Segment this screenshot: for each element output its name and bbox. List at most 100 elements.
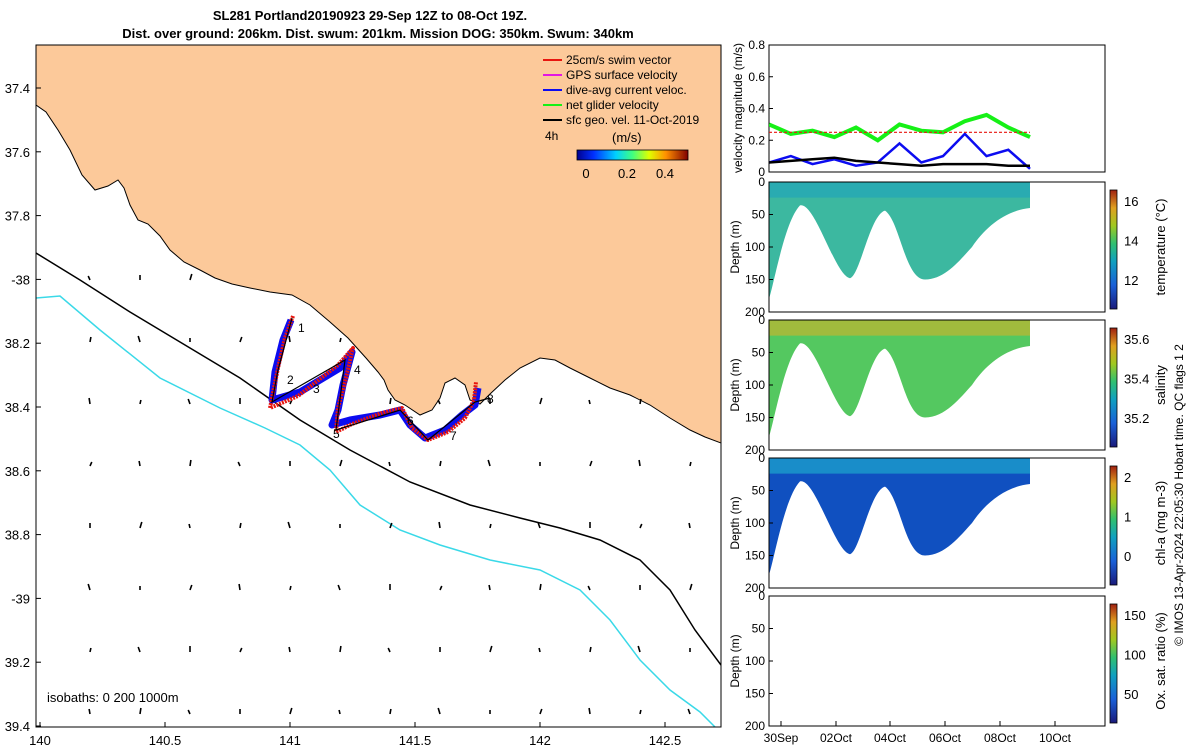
current-arrow [589, 460, 593, 467]
current-arrow [87, 275, 91, 281]
depth-panel-oxygen: 0 50 100 150 200 Depth (m) 50 100 150 Ox. sat. ra… [728, 589, 1168, 733]
current-arrow [339, 459, 343, 467]
colorbar-tick: 0 [1124, 549, 1131, 564]
depth-y-tick-label: 200 [745, 581, 765, 595]
current-arrow [539, 708, 543, 715]
net-velocity-track [271, 317, 491, 441]
current-arrow [189, 584, 193, 591]
map-y-tick-label: -39 [11, 591, 30, 606]
current-arrow [287, 521, 291, 529]
map-x-tick-label: 140 [29, 733, 51, 748]
current-arrow [689, 461, 692, 467]
colorbar-tick: 12 [1124, 273, 1138, 288]
depth-y-tick-label: 0 [758, 451, 765, 465]
current-arrow [439, 460, 442, 467]
map-y-tick-label: 39.4 [5, 719, 30, 734]
current-arrow [189, 459, 192, 467]
isobaths-label: isobaths: 0 200 1000m [47, 690, 179, 705]
current-arrow [187, 398, 191, 405]
map-x-tick-label: 142 [529, 733, 551, 748]
depth-panel-chl-a: 0 50 100 150 200 Depth (m) 0 1 2 chl-a (mg m-3) [728, 451, 1168, 595]
map-y-axis: 37.4 37.6 37.8 -38 38.2 38.4 38.6 38.8 -39 39.2 39… [5, 81, 41, 734]
current-arrow [138, 460, 141, 467]
current-arrow [89, 461, 93, 467]
current-arrow [139, 521, 143, 529]
map-y-tick-label: 39.2 [5, 655, 30, 670]
map-y-tick-label: 38.4 [5, 400, 30, 415]
depth-ylabel: Depth (m) [728, 358, 742, 411]
map-y-tick-label: 37.8 [5, 209, 30, 224]
time-tick-label: 10Oct [1039, 731, 1072, 745]
velocity-y-tick-label: 0.4 [748, 102, 765, 116]
current-arrow [389, 708, 392, 715]
current-arrow [539, 583, 542, 591]
depth-y-tick-label: 100 [745, 516, 765, 530]
map-x-tick-label: 141.5 [399, 733, 432, 748]
colorbar-tick: 14 [1124, 234, 1138, 249]
current-arrow [188, 523, 191, 529]
map-colorbar-tick: 0 [582, 166, 589, 181]
waypoint-labels: 1 2 3 4 5 6 7 8 [287, 321, 494, 443]
map-y-tick-label: -38 [11, 272, 30, 287]
current-arrow [489, 523, 492, 529]
depth-section-surface [769, 320, 1030, 336]
velocity-y-axis: 0 0.2 0.4 0.6 0.8 [748, 38, 773, 179]
current-arrow [88, 397, 91, 405]
current-arrow [689, 583, 693, 591]
current-arrow [139, 707, 142, 715]
current-arrow [337, 584, 341, 591]
current-arrow [487, 459, 491, 467]
glider-track [268, 315, 491, 442]
legend-label-gps: GPS surface velocity [566, 68, 677, 82]
depth-panel-salinity: 0 50 100 150 200 Depth (m) 35.2 35.4 35.6 salinit… [728, 313, 1168, 457]
current-arrow [137, 335, 141, 343]
velocity-line-0 [769, 112, 1031, 143]
legend-label-net: net glider velocity [566, 98, 659, 112]
current-arrow [239, 522, 242, 529]
current-arrow [639, 523, 643, 529]
depth-ylabel: Depth (m) [728, 220, 742, 273]
time-axis: 30Sep 02Oct 04Oct 06Oct 08Oct 10Oct [764, 721, 1072, 745]
velocity-line-2 [769, 156, 1030, 167]
depth-y-tick-label: 100 [745, 654, 765, 668]
time-tick-label: 30Sep [764, 731, 799, 745]
map-frame [35, 44, 722, 728]
depth-section-surface [769, 182, 1030, 198]
map-y-tick-label: 38.8 [5, 528, 30, 543]
current-arrow [237, 461, 241, 467]
depth-y-tick-label: 150 [745, 273, 765, 287]
depth-ylabel: Depth (m) [728, 496, 742, 549]
map-y-tick-label: 37.6 [5, 145, 30, 160]
colorbar-tick: 150 [1124, 608, 1146, 623]
current-arrow [339, 645, 342, 653]
sfc-geo-velocity-field [87, 273, 693, 715]
current-arrow [437, 707, 441, 715]
isobath-200m [36, 252, 721, 666]
depth-panel-temperature: 0 50 100 150 200 Depth (m) 12 14 16 temperature (… [728, 175, 1168, 319]
map-x-tick-label: 141 [279, 733, 301, 748]
map-x-tick-label: 140.5 [149, 733, 182, 748]
current-arrow [388, 461, 391, 467]
current-arrow [87, 583, 91, 591]
depth-y-tick-label: 50 [752, 622, 766, 636]
current-arrow [239, 336, 243, 343]
depth-ylabel: Depth (m) [728, 634, 742, 687]
colorbar-tick: 2 [1124, 470, 1131, 485]
depth-y-tick-label: 50 [752, 484, 766, 498]
current-arrow [387, 647, 391, 653]
current-arrow [288, 646, 291, 653]
colorbar-tick: 35.4 [1124, 372, 1149, 387]
map-land [36, 45, 721, 444]
velocity-y-tick-label: 0.2 [748, 133, 765, 147]
chart-title-line1: SL281 Portland20190923 29-Sep 12Z to 08-… [213, 8, 527, 23]
depth-y-tick-label: 150 [745, 411, 765, 425]
map-y-tick-label: 37.4 [5, 81, 30, 96]
depth-y-tick-label: 200 [745, 443, 765, 457]
velocity-frame [768, 44, 1106, 173]
time-tick-label: 02Oct [820, 731, 853, 745]
chart-title-line2: Dist. over ground: 206km. Dist. swum: 20… [122, 26, 634, 41]
current-arrow [137, 646, 141, 653]
current-arrow [289, 585, 292, 591]
colorbar-oxygen [1109, 603, 1118, 724]
